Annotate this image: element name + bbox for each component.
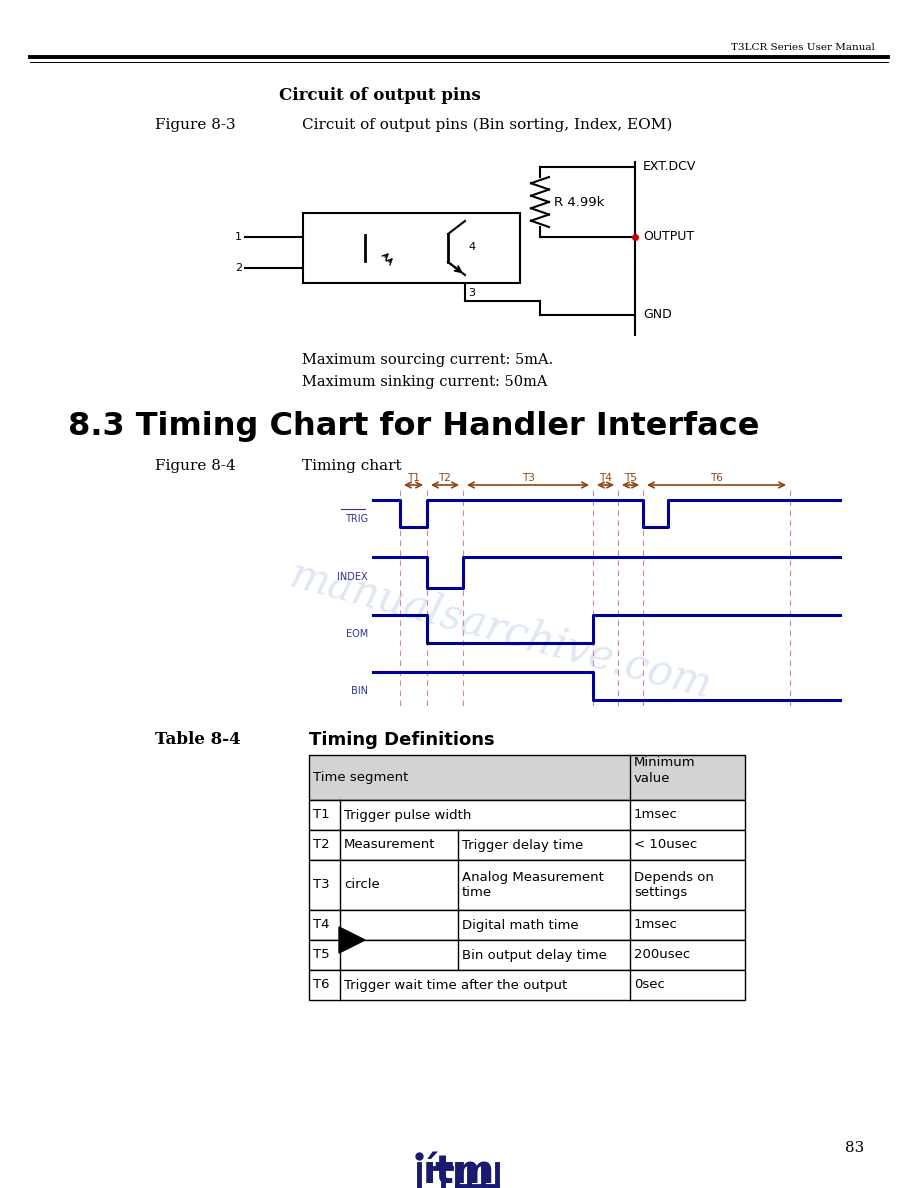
Text: 1: 1 — [235, 232, 242, 242]
Text: EOM: EOM — [346, 628, 368, 639]
Text: T1: T1 — [407, 473, 420, 484]
Bar — [309, 800, 745, 830]
Text: T3: T3 — [521, 473, 534, 484]
Text: Table 8-4: Table 8-4 — [155, 732, 241, 748]
Text: T3: T3 — [313, 878, 330, 891]
Text: Trigger delay time: Trigger delay time — [462, 839, 583, 852]
Bar — [309, 940, 745, 969]
Text: T1: T1 — [313, 809, 330, 821]
Text: Trigger wait time after the output: Trigger wait time after the output — [344, 979, 567, 992]
Text: T5: T5 — [313, 948, 330, 961]
Text: T6: T6 — [313, 979, 330, 992]
Text: TRIG: TRIG — [345, 513, 368, 524]
Text: 8.3 Timing Chart for Handler Interface: 8.3 Timing Chart for Handler Interface — [68, 411, 759, 442]
Text: T4: T4 — [313, 918, 330, 931]
Text: OUTPUT: OUTPUT — [643, 230, 694, 244]
Text: 83: 83 — [845, 1140, 865, 1155]
Text: BIN: BIN — [351, 685, 368, 696]
Text: 4: 4 — [468, 242, 476, 252]
Text: Circuit of output pins (Bin sorting, Index, EOM): Circuit of output pins (Bin sorting, Ind… — [302, 118, 672, 132]
Text: manualsarchive.com: manualsarchive.com — [285, 554, 715, 707]
Text: Depends on
settings: Depends on settings — [634, 871, 714, 899]
Text: Bin output delay time: Bin output delay time — [462, 948, 607, 961]
Text: Figure 8-4: Figure 8-4 — [155, 459, 236, 473]
Bar — [309, 830, 745, 860]
Text: Digital math time: Digital math time — [462, 918, 578, 931]
Text: Minimum
value: Minimum value — [634, 756, 696, 785]
Text: T2: T2 — [439, 473, 452, 484]
Bar — [309, 910, 745, 940]
Text: Maximum sourcing current: 5mA.: Maximum sourcing current: 5mA. — [302, 353, 554, 367]
Text: T2: T2 — [313, 839, 330, 852]
Text: INDEX: INDEX — [338, 573, 368, 582]
Bar — [309, 969, 745, 1000]
Text: Measurement: Measurement — [344, 839, 435, 852]
Text: Trigger pulse width: Trigger pulse width — [344, 809, 471, 821]
Text: Maximum sinking current: 50mA: Maximum sinking current: 50mA — [302, 375, 547, 388]
Text: < 10usec: < 10usec — [634, 839, 698, 852]
Text: 0sec: 0sec — [634, 979, 665, 992]
Text: T6: T6 — [710, 473, 723, 484]
Text: EXT.DCV: EXT.DCV — [643, 160, 697, 173]
Text: 2: 2 — [235, 263, 242, 273]
Text: R 4.99k: R 4.99k — [554, 196, 604, 209]
Text: 3: 3 — [468, 287, 475, 298]
Text: Timing chart: Timing chart — [302, 459, 402, 473]
Text: Figure 8-3: Figure 8-3 — [155, 118, 236, 132]
Text: Analog Measurement
time: Analog Measurement time — [462, 871, 604, 899]
Text: GND: GND — [643, 309, 672, 322]
Bar — [309, 860, 745, 910]
Text: 1msec: 1msec — [634, 809, 677, 821]
Text: T5: T5 — [624, 473, 637, 484]
Polygon shape — [339, 927, 365, 953]
Bar — [303, 213, 520, 283]
Text: T4: T4 — [599, 473, 612, 484]
Text: T3LCR Series User Manual: T3LCR Series User Manual — [731, 43, 875, 51]
Text: circle: circle — [344, 878, 380, 891]
Text: 1msec: 1msec — [634, 918, 677, 931]
Text: ítm: ítm — [423, 1154, 495, 1188]
Text: Timing Definitions: Timing Definitions — [309, 731, 495, 748]
Text: Circuit of output pins: Circuit of output pins — [279, 87, 481, 103]
Text: Time segment: Time segment — [313, 771, 409, 784]
Text: 200usec: 200usec — [634, 948, 690, 961]
Bar — [309, 756, 745, 800]
